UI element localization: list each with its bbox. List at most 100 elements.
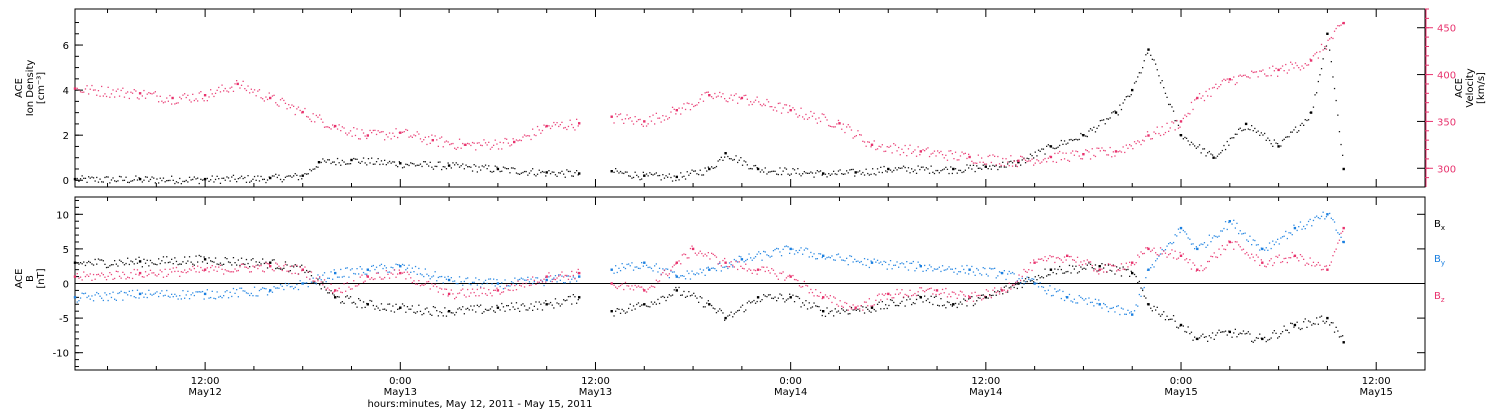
bx-point — [1342, 341, 1345, 344]
bz-point — [399, 271, 402, 275]
bx-point — [708, 303, 711, 306]
velocity-point — [919, 150, 922, 153]
density-point — [1326, 32, 1329, 35]
velocity-point — [1342, 21, 1345, 25]
xtick-time-label: 12:00 — [971, 376, 1000, 387]
density-point — [887, 167, 890, 171]
bz-point — [138, 271, 142, 275]
by-point — [968, 268, 971, 271]
by-point — [789, 247, 792, 251]
bx-point — [1261, 337, 1264, 341]
velocity-point — [1179, 120, 1183, 123]
bx-point — [1017, 282, 1020, 285]
density-point — [756, 167, 760, 171]
by-point — [1066, 296, 1069, 299]
density-point — [1082, 134, 1085, 137]
bz-point — [854, 306, 857, 309]
by-point — [1098, 303, 1101, 306]
density-point — [1277, 145, 1280, 148]
bz-point — [1342, 226, 1345, 230]
density-point — [1179, 134, 1183, 137]
density-point — [675, 175, 678, 179]
top-left-ytick-label: 0 — [63, 176, 69, 187]
legend-bx: Bx — [1434, 219, 1445, 232]
bx-point — [1228, 330, 1231, 334]
velocity-point — [513, 140, 516, 144]
bx-point — [399, 306, 402, 309]
velocity-series — [73, 21, 1345, 168]
bz-point — [675, 261, 678, 264]
bz-point — [1261, 261, 1264, 264]
density-point — [578, 172, 581, 175]
bottom-axis-title: ACEB[nT] — [14, 268, 47, 288]
bz-point — [301, 268, 304, 271]
bx-point — [1196, 337, 1199, 341]
top-panel: 0 2 4 6 300 350 400 450 — [63, 8, 1456, 188]
by-point — [675, 275, 678, 278]
by-point — [366, 268, 369, 271]
density-point — [1147, 48, 1150, 51]
by-point — [73, 296, 77, 299]
by-point — [919, 265, 922, 268]
density-point — [1342, 167, 1345, 171]
bx-point — [447, 310, 451, 313]
bx-point — [952, 303, 955, 306]
by-point — [870, 261, 874, 264]
xtick-time-label: 0:00 — [389, 376, 411, 387]
velocity-point — [1049, 155, 1053, 159]
density-point — [984, 165, 987, 168]
velocity-point — [545, 124, 548, 128]
bz-point — [724, 261, 727, 264]
density-point — [545, 171, 548, 174]
bottom-ytick-label: -10 — [53, 349, 69, 360]
density-point — [724, 152, 727, 155]
bz-point — [691, 247, 695, 251]
velocity-point — [1017, 159, 1020, 162]
bx-point — [610, 310, 613, 313]
by-point — [334, 271, 337, 275]
density-point — [138, 177, 142, 181]
bx-point — [73, 261, 77, 264]
velocity-point — [464, 143, 467, 146]
by-point — [822, 254, 825, 257]
bz-point — [447, 292, 451, 296]
by-point — [643, 261, 646, 264]
velocity-point — [870, 143, 874, 146]
velocity-point — [1082, 153, 1085, 156]
velocity-point — [1309, 59, 1313, 62]
bz-point — [1147, 247, 1150, 251]
velocity-point — [399, 131, 402, 134]
density-point — [1114, 111, 1118, 114]
bx-point — [643, 303, 646, 306]
bx-series — [73, 254, 1345, 344]
by-point — [1000, 271, 1004, 275]
velocity-point — [1114, 150, 1118, 153]
density-series — [73, 32, 1345, 185]
bz-point — [269, 265, 272, 268]
xtick-time-label: 0:00 — [779, 376, 801, 387]
bx-point — [984, 296, 987, 299]
bx-point — [675, 289, 678, 292]
by-point — [496, 282, 500, 285]
density-point — [301, 174, 304, 177]
density-point — [610, 170, 613, 173]
density-point — [708, 167, 711, 171]
bx-point — [578, 296, 581, 299]
xtick-time-label: 12:00 — [191, 376, 220, 387]
by-point — [1179, 226, 1183, 230]
bx-point — [138, 260, 142, 263]
density-point — [854, 171, 857, 174]
bz-point — [1131, 261, 1134, 264]
xtick-time-label: 12:00 — [581, 376, 610, 387]
velocity-point — [301, 110, 304, 114]
bz-point — [366, 275, 369, 278]
top-right-ytick-label: 350 — [1437, 117, 1456, 128]
velocity-point — [643, 120, 646, 123]
bx-point — [1098, 265, 1101, 268]
bz-point — [1098, 268, 1101, 271]
bx-point — [203, 258, 207, 261]
bx-point — [789, 296, 792, 299]
bz-point — [73, 275, 77, 278]
velocity-point — [366, 134, 369, 137]
velocity-point — [334, 124, 337, 128]
